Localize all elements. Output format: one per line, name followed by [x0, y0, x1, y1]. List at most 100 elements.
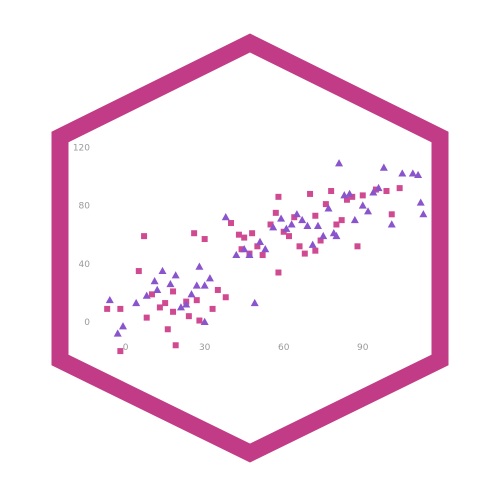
triangle-point — [313, 221, 322, 229]
square-point — [170, 308, 177, 315]
square-point — [201, 236, 208, 243]
triangle-point — [150, 277, 159, 285]
triangle-point — [398, 169, 407, 177]
square-point — [117, 348, 124, 355]
square-point — [359, 192, 366, 199]
square-point — [388, 211, 395, 218]
square-point — [354, 243, 361, 250]
triangle-point — [387, 220, 396, 228]
data-points — [104, 159, 428, 355]
square-point — [164, 326, 171, 333]
triangle-point — [192, 281, 201, 289]
triangle-point — [200, 281, 209, 289]
square-point — [191, 230, 198, 237]
x-tick-label: 0 — [123, 343, 129, 353]
triangle-point — [142, 291, 151, 299]
triangle-point — [379, 163, 388, 171]
square-point — [333, 221, 340, 228]
square-point — [162, 300, 169, 307]
square-point — [235, 231, 242, 238]
triangle-point — [419, 210, 428, 218]
triangle-point — [158, 266, 167, 275]
square-point — [117, 305, 124, 312]
square-point — [196, 317, 203, 324]
square-point — [222, 294, 229, 301]
triangle-point — [350, 215, 359, 224]
square-point — [254, 243, 261, 250]
triangle-point — [269, 223, 278, 231]
triangle-point — [345, 189, 354, 197]
triangle-point — [105, 295, 114, 304]
square-point — [267, 221, 274, 228]
series-triangle — [105, 159, 428, 337]
square-point — [193, 297, 200, 304]
square-point — [156, 304, 163, 311]
square-point — [307, 190, 314, 197]
triangle-point — [200, 317, 209, 325]
square-point — [338, 217, 345, 224]
triangle-point — [261, 245, 270, 253]
triangle-point — [335, 159, 344, 167]
y-tick-label: 0 — [84, 318, 90, 328]
triangle-point — [182, 300, 191, 308]
triangle-point — [416, 198, 425, 206]
square-point — [228, 220, 235, 227]
triangle-point — [132, 298, 141, 307]
triangle-point — [292, 210, 301, 218]
square-point — [383, 188, 390, 195]
square-point — [312, 212, 319, 219]
triangle-point — [166, 279, 175, 288]
triangle-point — [240, 245, 249, 253]
square-point — [312, 247, 319, 254]
triangle-point — [221, 213, 230, 221]
triangle-point — [408, 169, 417, 177]
square-point — [328, 188, 335, 195]
triangle-point — [324, 204, 333, 212]
square-point — [241, 234, 248, 241]
triangle-point — [250, 298, 259, 307]
square-point — [143, 314, 150, 321]
square-point — [259, 252, 266, 259]
y-axis: 0 40 80 120 — [73, 143, 90, 328]
square-point — [238, 246, 245, 253]
square-point — [343, 196, 350, 203]
triangle-point — [364, 207, 373, 215]
triangle-point — [319, 231, 328, 240]
triangle-point — [298, 215, 307, 224]
triangle-point — [358, 201, 367, 209]
square-point — [322, 201, 329, 208]
square-point — [141, 233, 148, 240]
square-point — [135, 268, 142, 275]
triangle-point — [176, 303, 185, 311]
x-axis: 0 30 60 90 — [123, 343, 369, 353]
y-tick-label: 40 — [79, 260, 91, 270]
triangle-point — [287, 220, 296, 228]
triangle-point — [282, 224, 291, 232]
triangle-point — [153, 285, 162, 293]
triangle-point — [232, 250, 241, 259]
triangle-point — [414, 170, 423, 179]
x-tick-label: 60 — [278, 343, 290, 353]
square-point — [272, 209, 279, 216]
square-point — [317, 237, 324, 244]
triangle-point — [195, 262, 204, 270]
triangle-point — [256, 237, 264, 245]
x-tick-label: 90 — [357, 343, 369, 353]
triangle-point — [245, 250, 254, 259]
x-tick-label: 30 — [199, 343, 211, 353]
square-point — [296, 243, 303, 250]
y-tick-label: 80 — [79, 202, 91, 212]
square-point — [172, 342, 179, 349]
triangle-point — [171, 271, 180, 279]
square-point — [249, 230, 256, 237]
triangle-point — [303, 221, 312, 229]
square-point — [275, 193, 282, 200]
triangle-point — [277, 214, 286, 222]
triangle-point — [332, 231, 341, 240]
square-point — [185, 313, 192, 320]
square-point — [104, 305, 111, 312]
triangle-point — [187, 290, 196, 298]
square-point — [214, 286, 221, 293]
hexagon-frame — [51, 33, 449, 463]
